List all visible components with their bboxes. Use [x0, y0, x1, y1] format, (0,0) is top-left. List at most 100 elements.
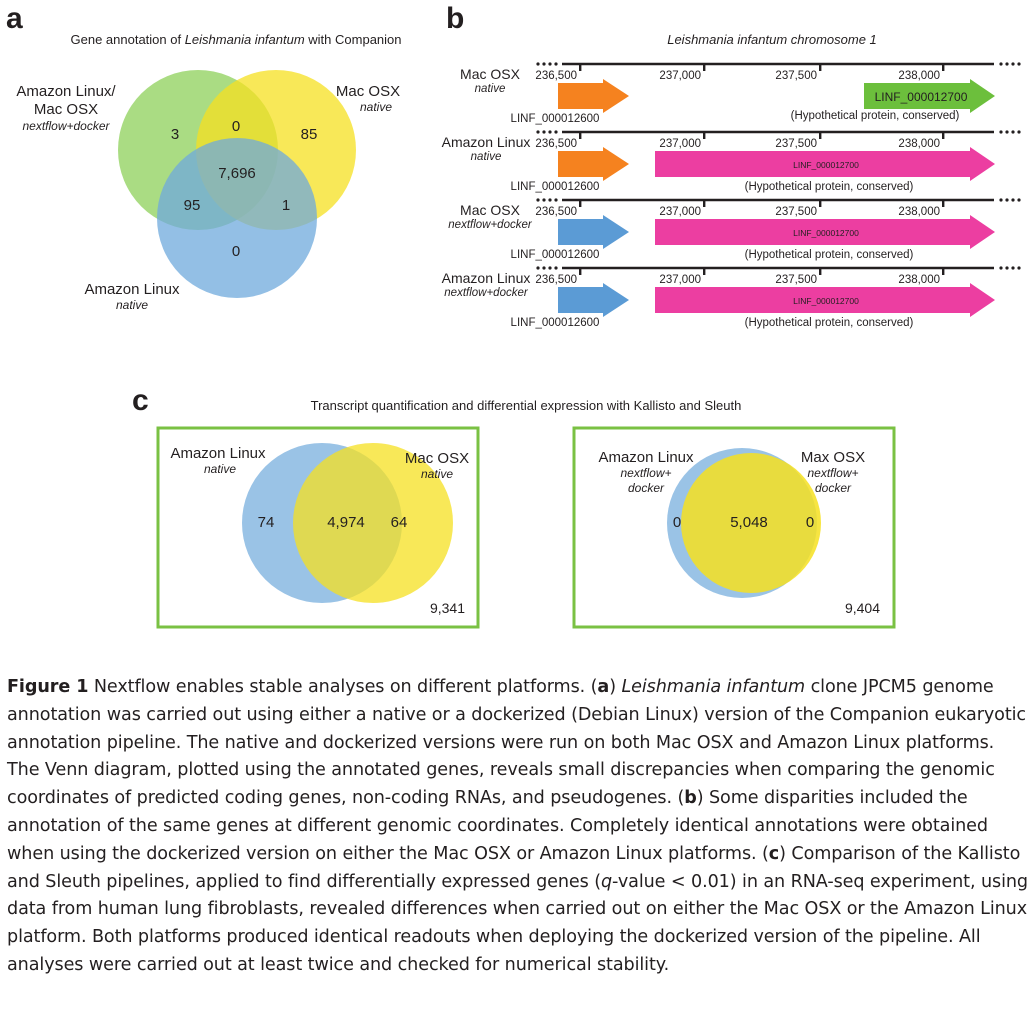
gene-arrow-left: [558, 283, 629, 317]
venn-c-right-a-sub1: nextflow+: [620, 466, 671, 480]
venn-c-right-b-name: Max OSX: [801, 449, 865, 466]
caption-figure-label: Figure 1: [7, 677, 89, 697]
tick-mark: [703, 131, 706, 139]
chromosome-dot-right: [1011, 198, 1015, 202]
tick-mark: [703, 267, 706, 275]
venn-a-green-blue: 95: [184, 197, 201, 214]
chromosome-dot-right: [1005, 130, 1009, 134]
venn-a-blue-only: 0: [232, 243, 240, 260]
chromosome-dot-right: [1011, 62, 1015, 66]
venn-c-right-a-name: Amazon Linux: [598, 449, 694, 466]
tick-label: 237,000: [659, 70, 701, 82]
chromosome-dot-right: [1011, 130, 1015, 134]
panel-a-title-pre: Gene annotation of: [71, 32, 185, 47]
chromosome-dot-left: [554, 198, 558, 202]
chromosome-dot-left: [536, 198, 540, 202]
panel-a-title-species: Leishmania infantum: [185, 32, 305, 47]
chromosome-dot-left: [548, 198, 552, 202]
venn-c-left-total: 9,341: [430, 600, 465, 616]
tick-mark: [819, 63, 822, 71]
track-platform-label: Amazon Linux: [442, 270, 531, 286]
tick-label: 237,000: [659, 206, 701, 218]
caption-letter-c: c: [768, 843, 780, 864]
panel-b-title: Leishmania infantum chromosome 1: [667, 32, 877, 47]
tick-mark: [819, 267, 822, 275]
venn-c-right-yellow-circle: [681, 453, 821, 593]
venn-a-yellow-label: Mac OSX: [336, 83, 400, 100]
venn-c-right-a-sub2: docker: [628, 481, 665, 495]
chromosome-dot-left: [536, 266, 540, 270]
tick-label: 237,000: [659, 138, 701, 150]
gene-arrow-right: [864, 79, 995, 113]
tick-mark: [703, 63, 706, 71]
tick-mark: [579, 199, 582, 207]
tick-mark: [579, 131, 582, 139]
venn-a: [118, 70, 356, 298]
venn-c-right-b-only: 0: [806, 514, 814, 531]
venn-c-right-b-sub1: nextflow+: [807, 466, 858, 480]
tick-label: 238,000: [898, 138, 940, 150]
gene-arrow-right: [655, 283, 995, 317]
venn-a-yellow-only: 85: [301, 126, 318, 143]
hypothetical-label: (Hypothetical protein, conserved): [791, 110, 960, 122]
hypothetical-label: (Hypothetical protein, conserved): [745, 181, 914, 193]
hypothetical-label: (Hypothetical protein, conserved): [745, 317, 914, 329]
venn-c-left-yellow-circle: [293, 443, 453, 603]
tick-label: 237,500: [775, 138, 817, 150]
tick-mark: [942, 131, 945, 139]
venn-a-green-label-1: Amazon Linux/: [16, 83, 116, 100]
venn-a-blue-sub: native: [116, 298, 148, 312]
caption-s5: ) Comparison of the Kallisto and Sleuth …: [7, 843, 1021, 892]
caption-s3: clone JPCM5 genome annotation was carrie…: [7, 677, 1026, 809]
tick-label: 236,500: [535, 274, 577, 286]
panel-a-title-post: with Companion: [305, 32, 402, 47]
tick-label: 238,000: [898, 274, 940, 286]
tick-mark: [942, 267, 945, 275]
tick-label: 238,000: [898, 70, 940, 82]
venn-c-left-b-sub: native: [421, 467, 453, 481]
caption-q: q: [600, 871, 613, 892]
tick-label: 238,000: [898, 206, 940, 218]
venn-a-green-yellow: 0: [232, 118, 240, 135]
chromosome-dot-right: [1005, 62, 1009, 66]
tick-label: 237,500: [775, 70, 817, 82]
caption-s1: Nextflow enables stable analyses on diff…: [93, 677, 598, 697]
track-mode-label: nextflow+docker: [448, 219, 533, 231]
tick-mark: [942, 199, 945, 207]
caption-letter-b: b: [684, 788, 697, 809]
tick-mark: [942, 63, 945, 71]
tick-label: 237,500: [775, 206, 817, 218]
track-mode-label: nextflow+docker: [444, 287, 529, 299]
venn-a-yellow-blue: 1: [282, 197, 290, 214]
venn-a-blue-label: Amazon Linux: [84, 281, 180, 298]
panel-a-title: Gene annotation of Leishmania infantum w…: [71, 32, 402, 47]
caption-species: Leishmania infantum: [621, 677, 806, 697]
figure-canvas: a Gene annotation of Leishmania infantum…: [6, 2, 1021, 629]
tick-label: 236,500: [535, 206, 577, 218]
chromosome-dot-left: [536, 130, 540, 134]
venn-c-right-both: 5,048: [730, 514, 768, 531]
chromosome-dot-right: [1017, 130, 1021, 134]
venn-a-green-sub: nextflow+docker: [22, 119, 110, 133]
tick-label: 237,000: [659, 274, 701, 286]
figure-caption: Figure 1 Nextflow enables stable analyse…: [7, 674, 1029, 980]
gene-tracks: 236,500 237,000 237,500 238,000 Mac OSX nativ…: [442, 62, 1021, 329]
panel-c-letter: c: [132, 384, 149, 417]
caption-s2: ): [609, 677, 622, 697]
venn-c-right-total: 9,404: [845, 600, 880, 616]
panel-b-letter: b: [446, 2, 464, 35]
chromosome-dot-right: [1005, 266, 1009, 270]
panel-c-title: Transcript quantification and differenti…: [311, 398, 742, 413]
gene-left-label: LINF_000012600: [511, 181, 600, 193]
tick-mark: [819, 131, 822, 139]
venn-c-left-b-name: Mac OSX: [405, 450, 469, 467]
gene-arrow-left: [558, 147, 629, 181]
gene-right-label: LINF_000012700: [793, 296, 859, 306]
caption-s6: -value < 0.01) in an RNA-seq experiment,…: [7, 871, 1028, 975]
track-mode-label: native: [471, 151, 502, 163]
chromosome-dot-left: [554, 266, 558, 270]
track-platform-label: Mac OSX: [460, 202, 521, 218]
chromosome-dot-right: [1017, 266, 1021, 270]
chromosome-dot-right: [999, 266, 1003, 270]
venn-c-left-both: 4,974: [327, 514, 365, 531]
